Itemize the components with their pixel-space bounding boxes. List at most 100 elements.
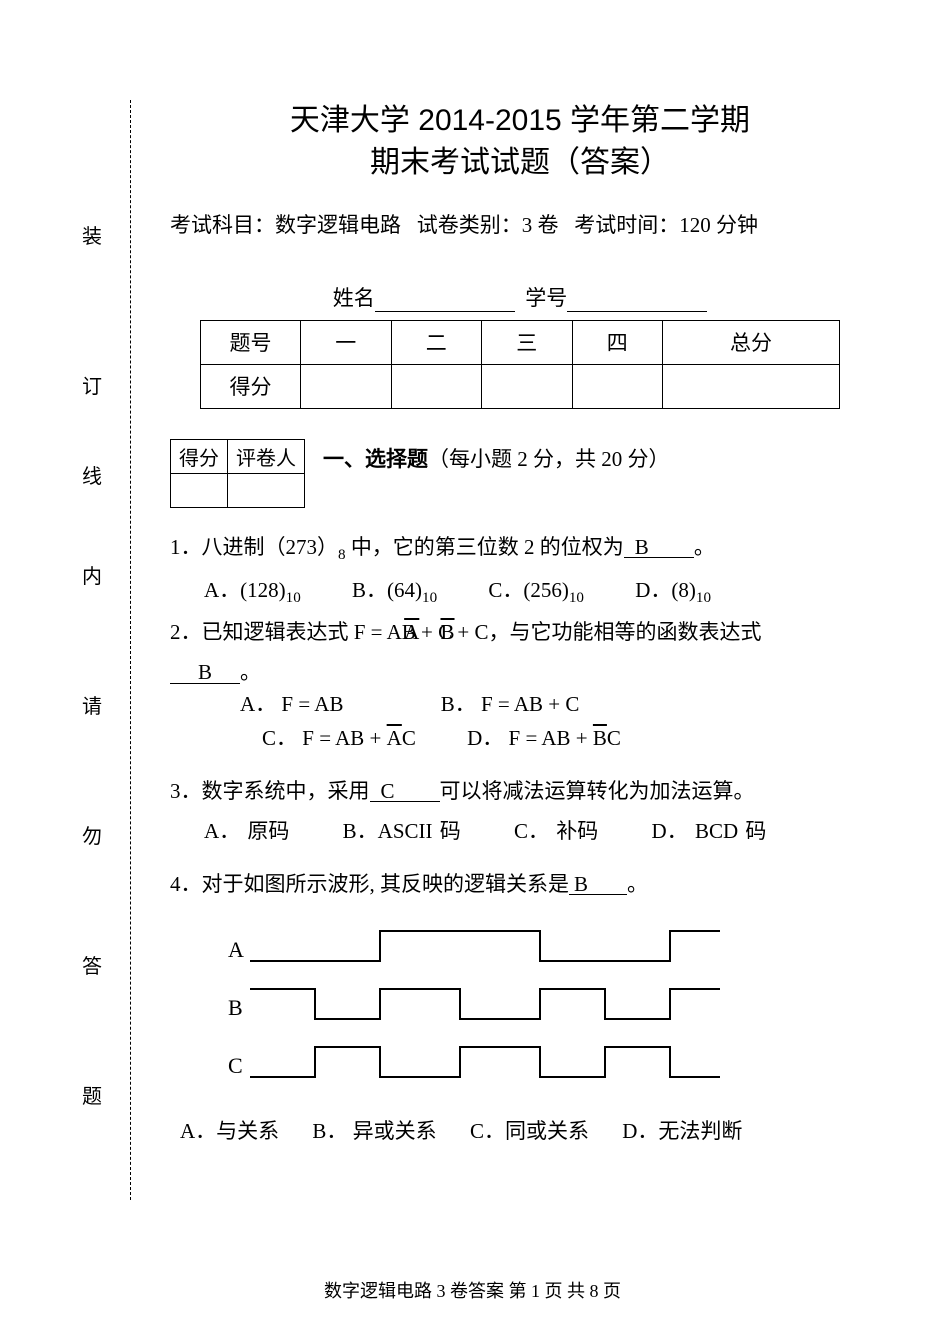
binding-label: 题 bbox=[80, 1080, 104, 1109]
waveform-trace bbox=[250, 1047, 720, 1077]
subject-label: 考试科目： bbox=[170, 213, 275, 237]
score-val-1 bbox=[301, 364, 392, 408]
section-name: 选择题 bbox=[365, 447, 428, 471]
section-title: 一、选择题（每小题 2 分，共 20 分） bbox=[323, 439, 670, 473]
waveform-label: B bbox=[228, 995, 243, 1020]
binding-label: 内 bbox=[80, 560, 104, 589]
score-val-3 bbox=[482, 364, 573, 408]
q4-text-a: 对于如图所示波形, 其反映的逻辑关系是 bbox=[202, 872, 570, 896]
grader-score-label: 得分 bbox=[171, 439, 228, 473]
q3-index: 3． bbox=[170, 779, 202, 803]
page-footer: 数字逻辑电路 3 卷答案 第 1 页 共 8 页 bbox=[0, 1277, 945, 1303]
exam-info: 考试科目：数字逻辑电路 试卷类别：3 卷 考试时间：120 分钟 bbox=[170, 210, 870, 242]
q1-opt-a: A．(128) bbox=[204, 578, 286, 602]
grader-table: 得分 评卷人 bbox=[170, 439, 305, 508]
q1-sub-c: 10 bbox=[569, 591, 584, 607]
score-col-2: 二 bbox=[391, 320, 482, 364]
q2-optA-label: A． bbox=[240, 692, 276, 716]
q2-index: 2． bbox=[170, 620, 202, 644]
subject: 数字逻辑电路 bbox=[275, 213, 401, 237]
q1-text-b: 中，它的第三位数 2 的位权为 bbox=[351, 535, 624, 559]
q2-optB-label: B． bbox=[441, 692, 476, 716]
score-val-total bbox=[663, 364, 840, 408]
q1-opt-c: C．(256) bbox=[488, 578, 569, 602]
q1-sub-a: 10 bbox=[286, 591, 301, 607]
question-4: 4．对于如图所示波形, 其反映的逻辑关系是B。 bbox=[170, 867, 870, 903]
name-blank bbox=[375, 288, 515, 311]
q2-period: 。 bbox=[240, 660, 261, 684]
score-value-row: 得分 bbox=[201, 364, 840, 408]
question-3: 3．数字系统中，采用C可以将减法运算转化为加法运算。 bbox=[170, 774, 870, 810]
score-col-total: 总分 bbox=[663, 320, 840, 364]
title-line1: 天津大学 2014-2015 学年第二学期 bbox=[290, 104, 750, 137]
waveform-label: C bbox=[228, 1053, 243, 1078]
grader-person-val bbox=[228, 473, 305, 507]
q2-optC-post: C bbox=[402, 726, 416, 750]
page-title: 天津大学 2014-2015 学年第二学期 期末考试试题（答案） bbox=[170, 100, 870, 184]
q2-optC-pre: F = AB + bbox=[302, 726, 386, 750]
score-row-label: 得分 bbox=[201, 364, 301, 408]
footer-text: 数字逻辑电路 3 卷答案 第 1 页 共 8 页 bbox=[324, 1281, 621, 1301]
q2-optD-label: D． bbox=[467, 726, 503, 750]
q2-optC-over: A bbox=[387, 722, 402, 756]
q2-expr-main: F = AB + bbox=[354, 620, 438, 644]
grader-person-label: 评卷人 bbox=[228, 439, 305, 473]
q4-index: 4． bbox=[170, 872, 202, 896]
binding-label: 线 bbox=[80, 460, 104, 489]
q3-answer: C bbox=[370, 777, 440, 802]
duration-label: 考试时间： bbox=[574, 213, 679, 237]
score-col-3: 三 bbox=[482, 320, 573, 364]
binding-label: 请 bbox=[80, 690, 104, 719]
score-header-label: 题号 bbox=[201, 320, 301, 364]
id-blank bbox=[567, 288, 707, 311]
q4-opt-b: B． 异或关系 bbox=[312, 1119, 436, 1143]
q4-options: A．与关系 B． 异或关系 C．同或关系 D．无法判断 bbox=[180, 1115, 870, 1149]
q2-optD-pre: F = AB + bbox=[509, 726, 593, 750]
score-col-1: 一 bbox=[301, 320, 392, 364]
score-val-4 bbox=[572, 364, 663, 408]
q2-text-b: 与它功能相等的函数表达式 bbox=[510, 620, 762, 644]
q2-text-a: 已知逻辑表达式 bbox=[202, 620, 354, 644]
q2-options-row2: C． F = AB + AC D． F = AB + BC bbox=[262, 722, 870, 756]
score-header-row: 题号 一 二 三 四 总分 bbox=[201, 320, 840, 364]
score-col-4: 四 bbox=[572, 320, 663, 364]
question-1: 1．八进制（273）8 中，它的第三位数 2 的位权为B。 bbox=[170, 530, 870, 569]
q3-opt-c: C． 补码 bbox=[514, 819, 598, 843]
q2-optB: F = AB + C bbox=[481, 692, 579, 716]
q3-options: A． 原码 B．ASCII 码 C． 补码 D． BCD 码 bbox=[204, 815, 870, 849]
binding-dashed-line bbox=[130, 100, 131, 1200]
q1-options: A．(128)10 B．(64)10 C．(256)10 D．(8)10 bbox=[204, 574, 870, 610]
waveform-svg: ABC bbox=[210, 911, 730, 1091]
q2-optD-post: C bbox=[607, 726, 621, 750]
score-val-2 bbox=[391, 364, 482, 408]
q2-expr-tail: C， bbox=[475, 620, 510, 644]
q4-answer: B bbox=[569, 870, 627, 895]
page-content: 天津大学 2014-2015 学年第二学期 期末考试试题（答案） 考试科目：数字… bbox=[170, 100, 870, 1148]
q1-text-a: 八进制（273） bbox=[202, 535, 339, 559]
q4-opt-a: A．与关系 bbox=[180, 1119, 279, 1143]
duration: 120 分钟 bbox=[679, 213, 758, 237]
section-note: （每小题 2 分，共 20 分） bbox=[428, 447, 670, 471]
q1-opt-d: D．(8) bbox=[635, 578, 696, 602]
binding-label: 装 bbox=[80, 220, 104, 249]
binding-label: 勿 bbox=[80, 820, 104, 849]
q1-sub-b: 10 bbox=[422, 591, 437, 607]
waveform-trace bbox=[250, 989, 720, 1019]
q2-optA: F = AB bbox=[281, 692, 343, 716]
q2-answer-line: B。 bbox=[170, 656, 870, 686]
q3-opt-b: B．ASCII 码 bbox=[343, 819, 461, 843]
paper-type-label: 试卷类别： bbox=[417, 213, 522, 237]
q2-options-row1: A． F = AB B． F = AB + C bbox=[240, 688, 870, 722]
q1-opt-b: B．(64) bbox=[352, 578, 422, 602]
q3-text-b: 可以将减法运算转化为加法运算。 bbox=[440, 779, 755, 803]
grader-score-val bbox=[171, 473, 228, 507]
waveform-trace bbox=[250, 931, 720, 961]
q3-opt-d: D． BCD 码 bbox=[652, 819, 767, 843]
binding-label: 订 bbox=[80, 370, 104, 399]
q2-optC-label: C． bbox=[262, 726, 297, 750]
section-header-row: 得分 评卷人 一、选择题（每小题 2 分，共 20 分） bbox=[170, 439, 870, 508]
q1-answer: B bbox=[624, 533, 694, 558]
waveform-diagram: ABC bbox=[210, 911, 870, 1097]
q2-optD-over: B bbox=[593, 722, 607, 756]
name-id-row: 姓名 学号 bbox=[170, 282, 870, 312]
